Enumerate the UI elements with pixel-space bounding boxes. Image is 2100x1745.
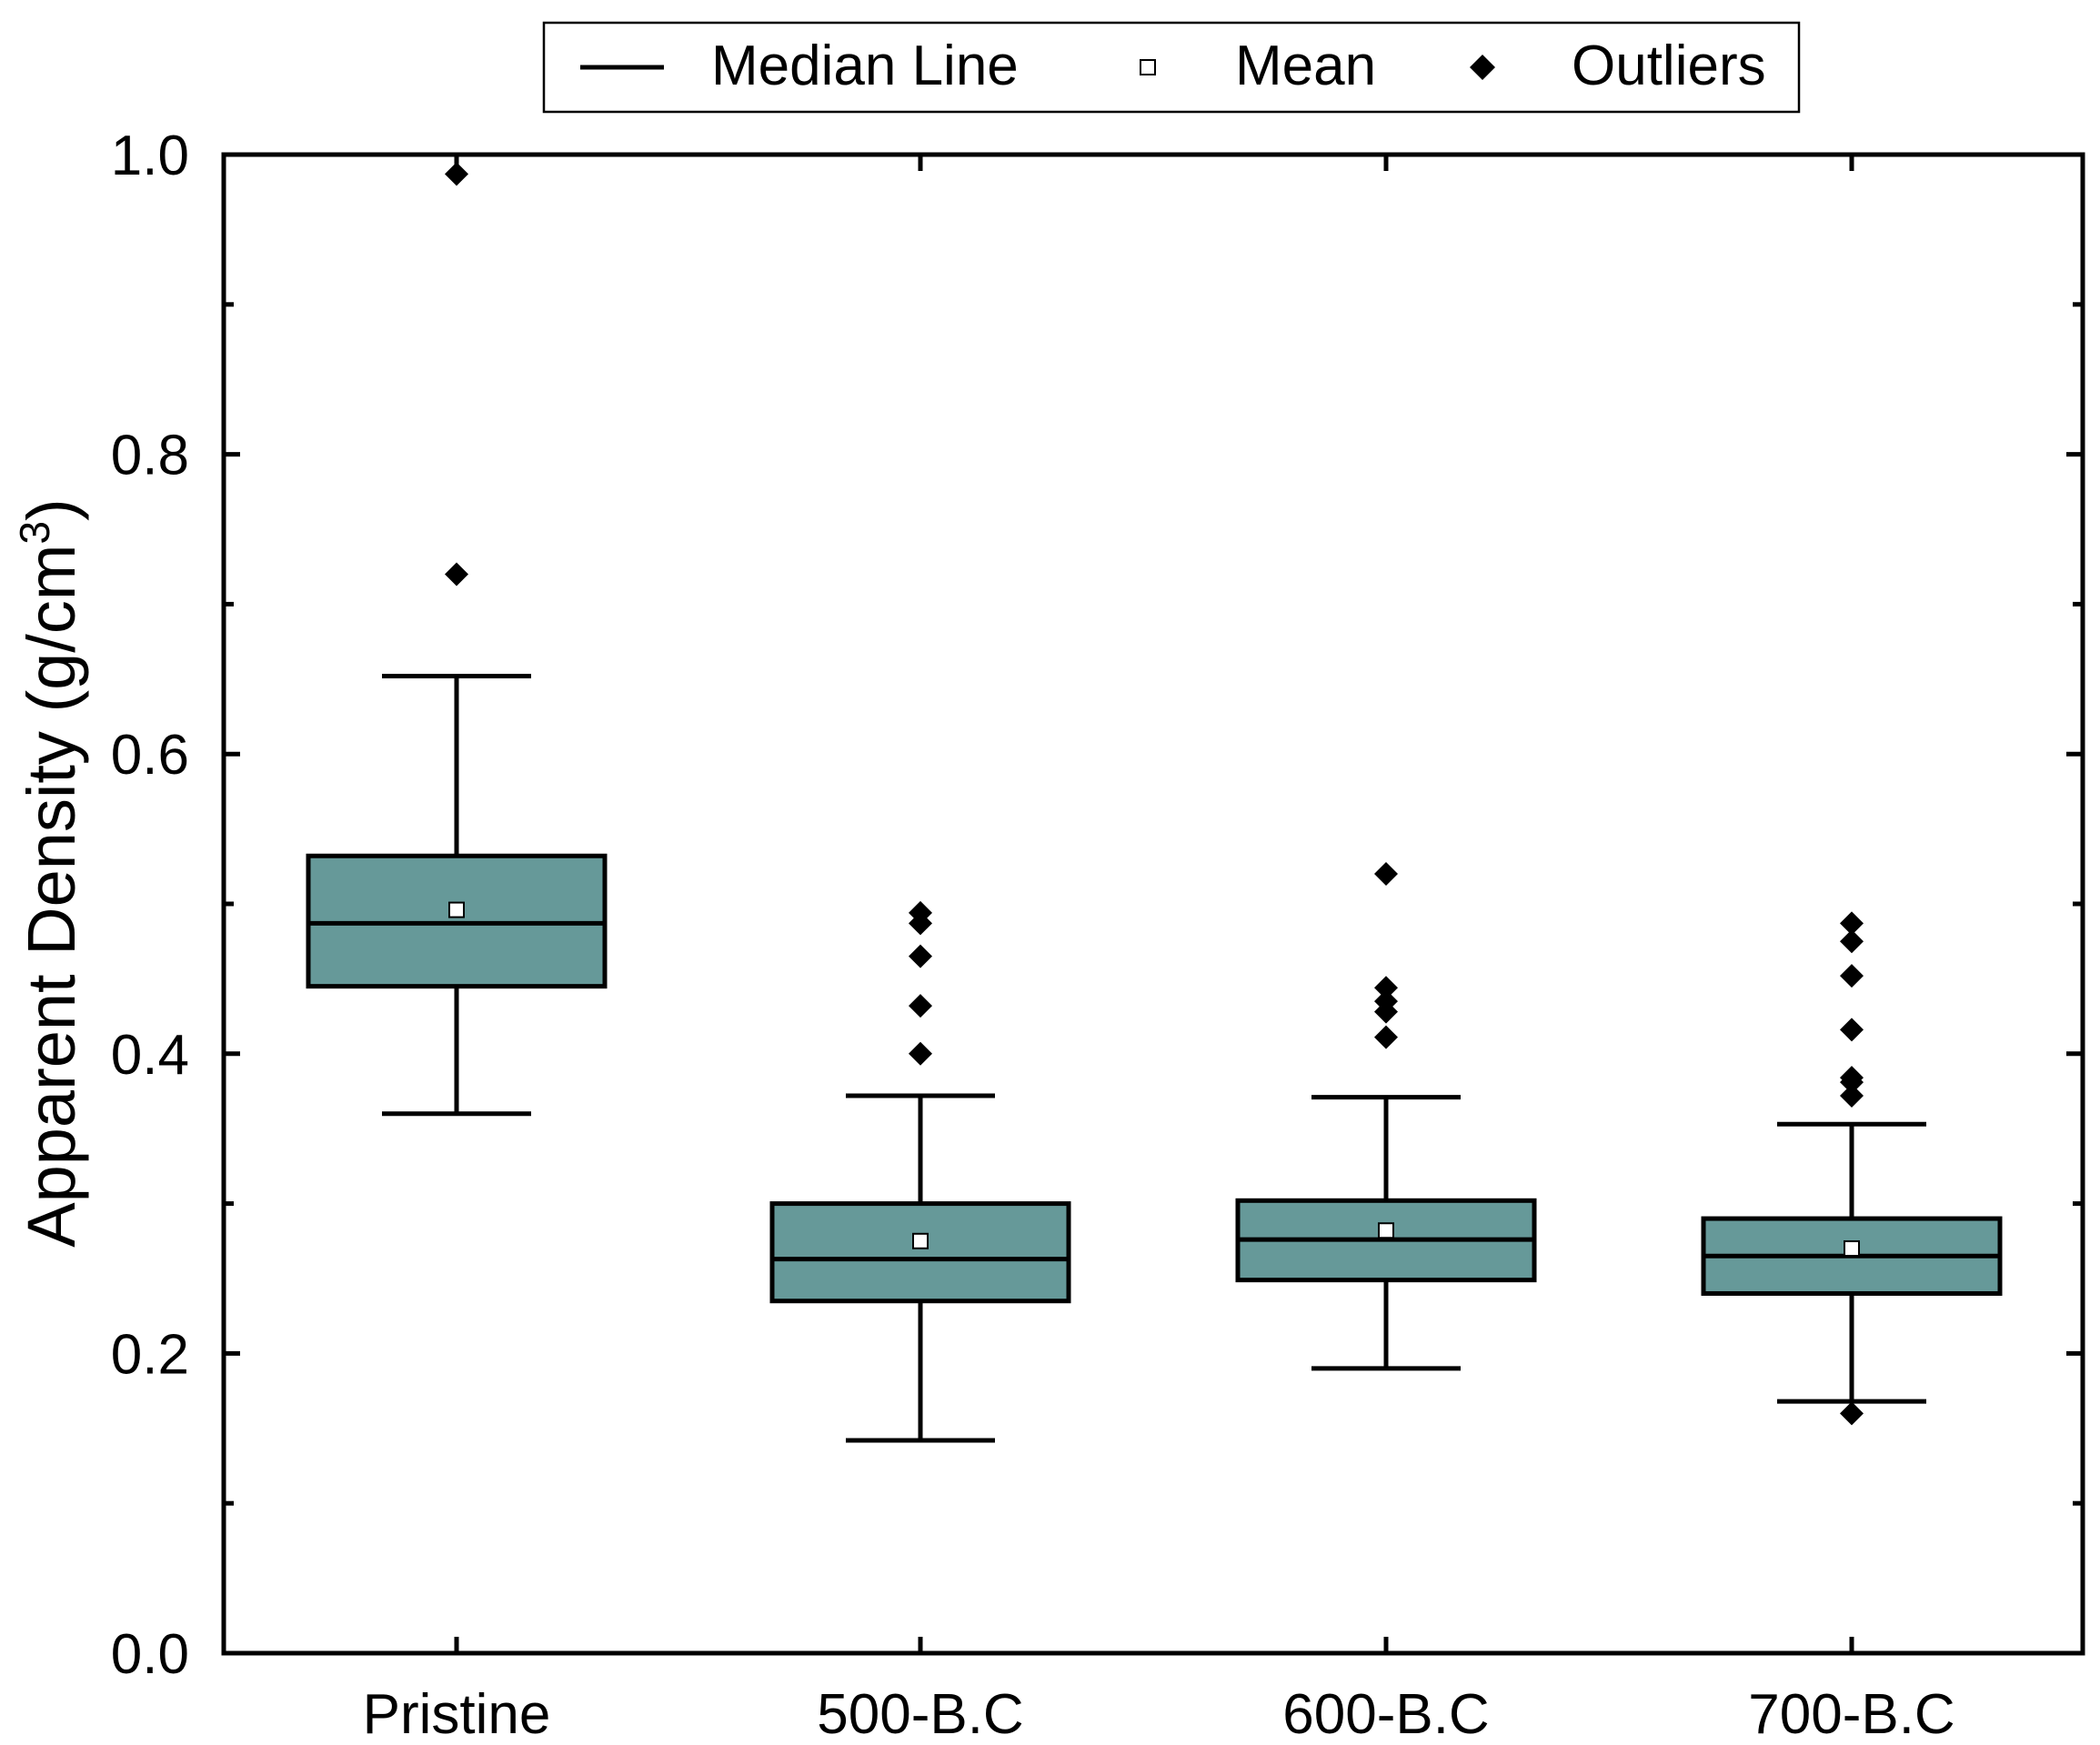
- outlier-point: [1840, 964, 1864, 988]
- iqr-box: [769, 1201, 1071, 1304]
- mean-marker: [912, 1232, 929, 1249]
- x-tick-label: Pristine: [363, 1683, 551, 1745]
- legend-label-outliers: Outliers: [1572, 35, 1766, 97]
- outlier-point: [1840, 1066, 1864, 1090]
- y-tick-label: 0.4: [111, 1024, 189, 1087]
- mean-marker: [1844, 1240, 1860, 1258]
- outlier-point: [909, 1041, 932, 1066]
- box-group: [769, 900, 1071, 1443]
- y-tick-label: 1.0: [111, 125, 189, 187]
- y-axis-label: Apparent Density (g/cm3): [11, 498, 89, 1247]
- legend: Median Line Mean Outliers: [542, 21, 1801, 114]
- y-tick-label: 0.0: [111, 1623, 189, 1686]
- legend-outlier-diamond-icon: [1470, 55, 1495, 80]
- x-tick-label: 500-B.C: [817, 1683, 1023, 1745]
- outlier-point: [1840, 911, 1864, 936]
- outlier-point: [909, 994, 932, 1018]
- y-axis-label-superscript: 3: [11, 521, 58, 545]
- y-tick-label: 0.2: [111, 1323, 189, 1386]
- outlier-point: [1374, 976, 1398, 1000]
- outlier-point: [1840, 1401, 1864, 1426]
- outlier-point: [1840, 929, 1864, 954]
- legend-label-median-line: Median Line: [711, 35, 1019, 97]
- x-tick-label: 700-B.C: [1748, 1683, 1954, 1745]
- box-group: [306, 162, 608, 1117]
- y-axis-label-close: ): [14, 498, 89, 521]
- plot-frame: [221, 152, 2085, 1656]
- y-axis-label-main: Apparent Density (g/cm: [14, 545, 89, 1248]
- y-tick-label: 0.6: [111, 724, 189, 787]
- legend-label-mean: Mean: [1235, 35, 1376, 97]
- box-group: [1701, 911, 2003, 1426]
- outlier-point: [1374, 1025, 1398, 1049]
- legend-frame: [542, 21, 1801, 114]
- x-tick-label: 600-B.C: [1282, 1683, 1489, 1745]
- legend-mean-square-icon: [1140, 59, 1156, 75]
- outlier-point: [1374, 862, 1398, 887]
- outlier-point: [909, 900, 932, 925]
- x-tick-labels: Pristine 500-B.C 600-B.C 700-B.C: [363, 1683, 1955, 1745]
- box-group: [1235, 862, 1537, 1371]
- y-tick-labels: 0.0 0.2 0.4 0.6 0.8 1.0: [111, 125, 189, 1686]
- boxes: [306, 162, 2003, 1443]
- outlier-point: [909, 944, 932, 968]
- outlier-point: [445, 162, 468, 186]
- outlier-point: [1374, 989, 1398, 1014]
- outlier-point: [1840, 1018, 1864, 1042]
- outlier-point: [445, 562, 468, 587]
- mean-marker: [1378, 1222, 1394, 1239]
- y-tick-label: 0.8: [111, 425, 189, 487]
- mean-marker: [448, 901, 465, 918]
- outlier-point: [1840, 1083, 1864, 1108]
